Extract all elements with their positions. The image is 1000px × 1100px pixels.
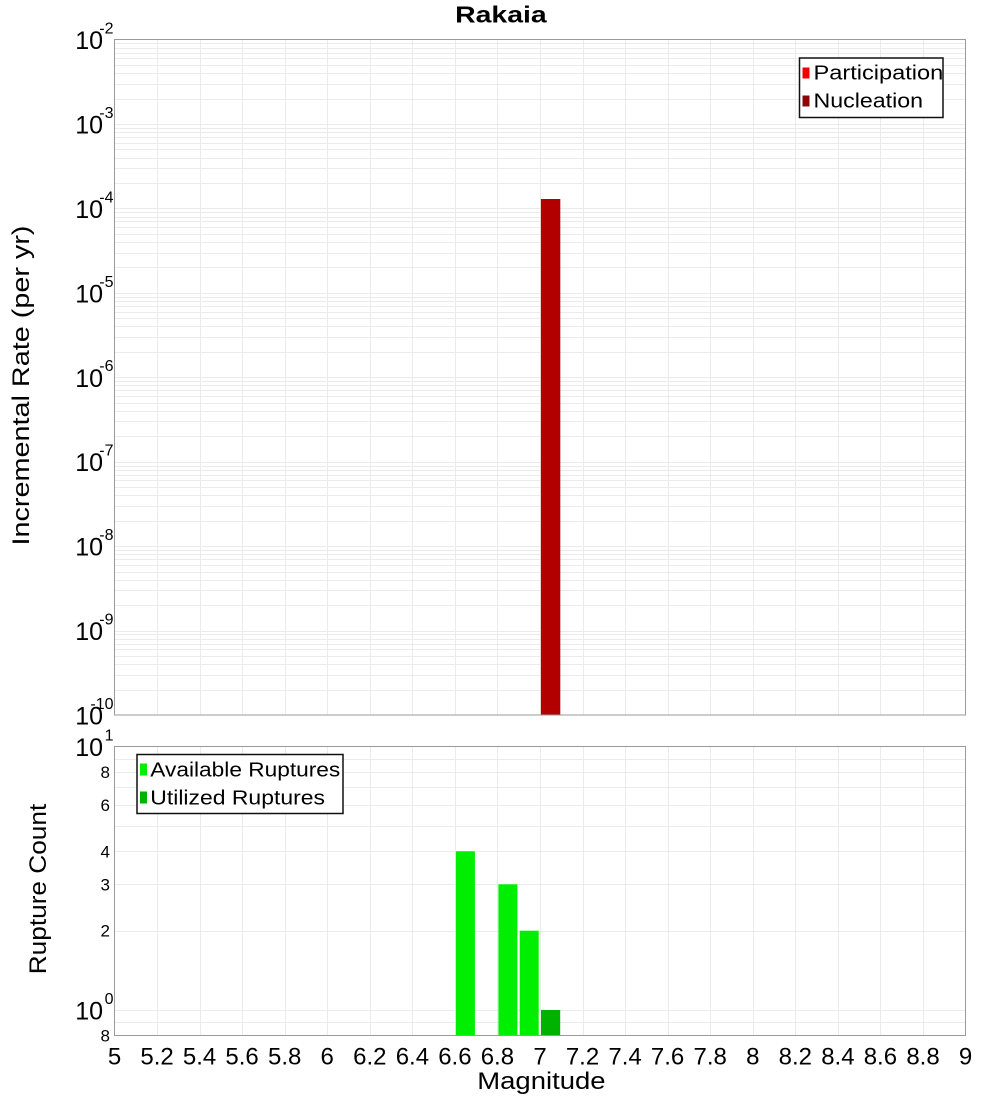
svg-text:Available Ruptures: Available Ruptures bbox=[150, 759, 340, 781]
svg-text:Utilized Ruptures: Utilized Ruptures bbox=[150, 787, 325, 809]
svg-text:6.6: 6.6 bbox=[438, 1044, 471, 1071]
svg-text:-8: -8 bbox=[99, 527, 113, 544]
svg-text:7.2: 7.2 bbox=[566, 1044, 599, 1071]
svg-text:10: 10 bbox=[75, 196, 103, 224]
svg-text:6: 6 bbox=[101, 796, 110, 815]
svg-text:10: 10 bbox=[75, 998, 103, 1026]
svg-text:-9: -9 bbox=[99, 612, 113, 629]
svg-text:5: 5 bbox=[108, 1044, 121, 1071]
svg-text:6: 6 bbox=[321, 1044, 334, 1071]
svg-text:8: 8 bbox=[101, 763, 110, 782]
svg-text:6.2: 6.2 bbox=[353, 1044, 386, 1071]
svg-text:Magnitude: Magnitude bbox=[477, 1069, 605, 1095]
svg-text:0: 0 bbox=[105, 991, 114, 1008]
svg-text:Nucleation: Nucleation bbox=[814, 89, 924, 112]
svg-text:5.8: 5.8 bbox=[268, 1044, 301, 1071]
svg-text:6.8: 6.8 bbox=[481, 1044, 514, 1071]
svg-text:8.2: 8.2 bbox=[779, 1044, 812, 1071]
svg-text:10: 10 bbox=[75, 703, 103, 731]
svg-text:4: 4 bbox=[101, 842, 110, 861]
svg-text:-10: -10 bbox=[90, 696, 113, 713]
svg-text:1: 1 bbox=[105, 728, 114, 745]
svg-text:5.6: 5.6 bbox=[225, 1044, 258, 1071]
svg-text:8: 8 bbox=[101, 1027, 110, 1046]
svg-text:9: 9 bbox=[959, 1044, 972, 1071]
svg-text:10: 10 bbox=[75, 280, 103, 308]
svg-text:6.4: 6.4 bbox=[396, 1044, 429, 1071]
svg-text:7.6: 7.6 bbox=[651, 1044, 684, 1071]
svg-text:10: 10 bbox=[75, 449, 103, 477]
svg-text:Rakaia: Rakaia bbox=[455, 3, 547, 28]
svg-text:3: 3 bbox=[101, 875, 110, 894]
svg-text:Rupture Count: Rupture Count bbox=[25, 804, 52, 975]
svg-text:-3: -3 bbox=[99, 105, 113, 122]
svg-text:10: 10 bbox=[75, 111, 103, 139]
svg-text:8.4: 8.4 bbox=[821, 1044, 854, 1071]
svg-text:8.8: 8.8 bbox=[906, 1044, 939, 1071]
svg-text:10: 10 bbox=[75, 618, 103, 646]
svg-text:7: 7 bbox=[533, 1044, 546, 1071]
svg-text:Incremental Rate (per yr): Incremental Rate (per yr) bbox=[7, 225, 34, 545]
svg-text:-4: -4 bbox=[99, 189, 113, 206]
svg-text:-2: -2 bbox=[99, 21, 113, 38]
svg-text:2: 2 bbox=[101, 922, 110, 941]
svg-text:8: 8 bbox=[746, 1044, 759, 1071]
svg-text:10: 10 bbox=[75, 734, 103, 762]
svg-text:5.2: 5.2 bbox=[140, 1044, 173, 1071]
svg-text:5.4: 5.4 bbox=[183, 1044, 216, 1071]
svg-text:10: 10 bbox=[75, 27, 103, 55]
svg-text:10: 10 bbox=[75, 534, 103, 562]
svg-text:-5: -5 bbox=[99, 274, 113, 291]
svg-text:-7: -7 bbox=[99, 443, 113, 460]
svg-text:7.4: 7.4 bbox=[608, 1044, 641, 1071]
svg-text:10: 10 bbox=[75, 365, 103, 393]
svg-text:-6: -6 bbox=[99, 358, 113, 375]
svg-text:8.6: 8.6 bbox=[864, 1044, 897, 1071]
svg-text:Participation: Participation bbox=[814, 61, 944, 84]
svg-text:7.8: 7.8 bbox=[694, 1044, 727, 1071]
